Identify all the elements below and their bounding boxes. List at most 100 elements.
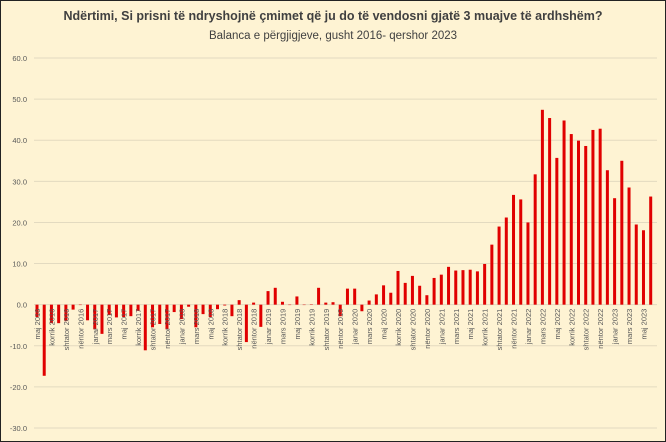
bar <box>396 270 400 305</box>
bar <box>71 304 75 310</box>
bar <box>353 288 357 305</box>
bar <box>432 277 436 305</box>
x-tick-label: shtator 2021 <box>495 309 504 351</box>
x-tick-label: mars 2017 <box>105 309 114 344</box>
bar <box>172 304 176 313</box>
x-tick-label: mars 2018 <box>192 309 201 344</box>
bar <box>533 174 537 305</box>
bar <box>540 109 544 305</box>
x-tick-label: janar 2022 <box>524 309 533 345</box>
bar <box>201 304 205 315</box>
bar <box>620 160 624 305</box>
bar <box>490 244 494 305</box>
x-tick-label: maj 2020 <box>380 309 389 340</box>
x-tick-label: maj 2017 <box>120 309 129 340</box>
bar <box>605 170 609 305</box>
x-tick-label: maj 2022 <box>553 309 562 340</box>
bar <box>93 304 97 330</box>
bar <box>64 304 68 322</box>
bar <box>439 274 443 305</box>
x-tick-label: maj 2018 <box>206 309 215 340</box>
bar <box>374 294 378 305</box>
bar <box>468 269 472 305</box>
bar <box>280 301 284 305</box>
y-tick-label: -20.0 <box>10 383 27 392</box>
x-tick-label: shtator 2016 <box>62 309 71 351</box>
x-tick-label: mars 2023 <box>625 309 634 344</box>
bar <box>259 304 263 327</box>
bar <box>345 288 349 305</box>
bar <box>418 285 422 305</box>
x-tick-label: shtator 2017 <box>149 309 158 351</box>
bar <box>555 157 559 305</box>
bar <box>360 304 364 312</box>
bar <box>591 129 595 305</box>
bar <box>497 226 501 305</box>
bar <box>273 287 277 305</box>
x-tick-label: shtator 2022 <box>582 309 591 351</box>
x-tick-label: shtator 2019 <box>322 309 331 351</box>
bar <box>425 295 429 305</box>
bar <box>151 304 155 328</box>
bar <box>389 292 393 305</box>
bar <box>382 285 386 305</box>
y-tick-label: 30.0 <box>12 177 27 186</box>
x-tick-label: korrik 2022 <box>567 309 576 346</box>
bar <box>179 304 183 320</box>
x-tick-label: janar 2019 <box>264 309 273 345</box>
bar <box>634 224 638 305</box>
x-tick-label: nëntor 2021 <box>510 309 519 349</box>
y-tick-label: -10.0 <box>10 342 27 351</box>
bar <box>512 194 516 305</box>
x-tick-label: janar 2018 <box>177 309 186 345</box>
bar <box>548 118 552 305</box>
bar <box>613 198 617 305</box>
y-tick-label: 0.0 <box>17 301 27 310</box>
bar <box>562 120 566 305</box>
bar <box>367 300 371 305</box>
bar <box>461 270 465 305</box>
x-tick-label: janar 2023 <box>611 309 620 345</box>
bar <box>641 230 645 305</box>
bar <box>403 282 407 305</box>
x-tick-label: maj 2023 <box>639 309 648 340</box>
bar <box>338 304 342 317</box>
x-tick-label: korrik 2019 <box>307 309 316 346</box>
y-tick-label: 50.0 <box>12 95 27 104</box>
bar <box>577 140 580 305</box>
y-tick-label: -30.0 <box>10 424 27 433</box>
bar <box>158 304 162 324</box>
bar <box>447 266 451 305</box>
x-tick-label: korrik 2018 <box>221 309 230 346</box>
bar <box>129 304 133 317</box>
bar <box>295 296 299 305</box>
y-tick-label: 60.0 <box>12 54 27 63</box>
bar <box>107 304 111 315</box>
bar <box>42 304 46 376</box>
bar <box>584 145 588 305</box>
bar <box>114 304 118 318</box>
x-tick-label: nëntor 2018 <box>250 309 259 349</box>
x-tick-label: nëntor 2019 <box>336 309 345 349</box>
bar <box>483 263 487 305</box>
bar <box>627 187 631 305</box>
x-tick-label: mars 2022 <box>538 309 547 344</box>
x-tick-label: janar 2021 <box>437 309 446 345</box>
x-tick-label: korrik 2021 <box>481 309 490 346</box>
bar <box>35 304 39 317</box>
bar <box>504 217 508 305</box>
bar <box>237 300 241 305</box>
chart-subtitle: Balanca e përgjigjeve, gusht 2016- qersh… <box>208 30 458 42</box>
bar <box>569 134 573 305</box>
x-tick-label: korrik 2016 <box>47 309 56 346</box>
bar <box>317 287 321 305</box>
x-tick-label: maj 2019 <box>293 309 302 340</box>
bar <box>57 304 61 324</box>
bar <box>49 304 53 324</box>
bar <box>86 304 90 321</box>
bar <box>324 302 328 305</box>
bar <box>100 304 104 334</box>
x-tick-label: maj 2016 <box>33 309 42 340</box>
